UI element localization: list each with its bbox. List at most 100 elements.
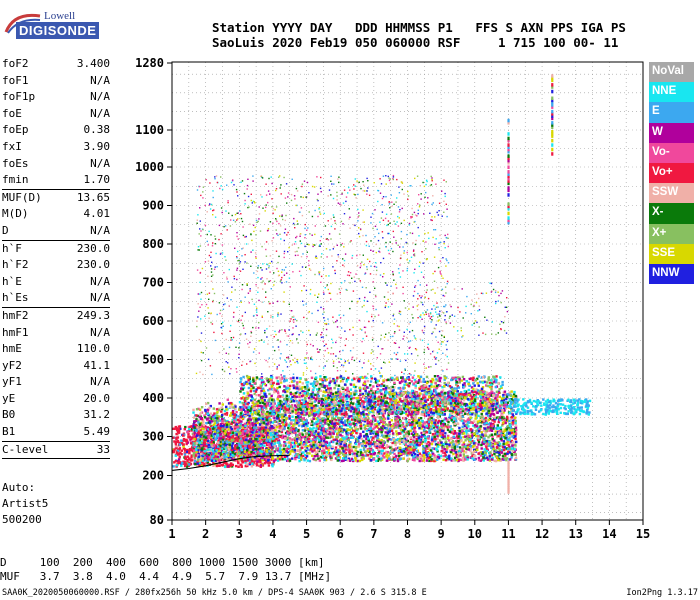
- echo-point: [320, 428, 323, 431]
- echo-point: [264, 418, 267, 421]
- echo-point: [224, 425, 227, 428]
- echo-point: [499, 444, 502, 448]
- echo-point: [443, 413, 446, 416]
- echo-point: [469, 449, 472, 453]
- echo-point: [185, 465, 189, 468]
- echo-point: [324, 432, 328, 436]
- echo-point: [420, 454, 424, 457]
- echo-point: [251, 435, 254, 439]
- echo-point: [258, 430, 262, 434]
- echo-point: [175, 432, 178, 436]
- echo-point: [297, 443, 300, 446]
- echo-point: [367, 424, 370, 427]
- echo-point: [287, 405, 290, 408]
- echo-point: [394, 423, 397, 426]
- echo-point: [219, 455, 222, 458]
- echo-point: [379, 459, 382, 462]
- echo-point: [380, 396, 384, 399]
- echo-point: [411, 410, 414, 413]
- echo-point: [340, 440, 344, 443]
- echo-point: [318, 442, 322, 446]
- echo-point: [235, 410, 238, 414]
- echo-point: [499, 428, 503, 431]
- echo-point: [195, 419, 198, 423]
- echo-point: [415, 443, 419, 446]
- echo-point: [430, 442, 434, 446]
- echo-point: [238, 444, 241, 447]
- echo-point: [294, 429, 297, 432]
- echo-point: [196, 462, 199, 465]
- echo-point: [182, 443, 185, 446]
- echo-point: [259, 444, 263, 448]
- echo-point: [256, 460, 259, 463]
- echo-point: [423, 428, 426, 432]
- echo-point: [372, 404, 376, 407]
- echo-point: [254, 447, 257, 451]
- echo-point: [331, 422, 335, 425]
- echo-point: [365, 439, 368, 443]
- echo-point: [208, 440, 211, 443]
- echo-point: [466, 433, 470, 436]
- echo-point: [301, 417, 305, 420]
- echo-point: [500, 448, 504, 452]
- echo-point: [306, 421, 310, 425]
- echo-point: [345, 430, 348, 433]
- echo-point: [279, 406, 283, 409]
- echo-point: [457, 405, 461, 408]
- echo-point: [344, 448, 347, 451]
- echo-point: [362, 435, 366, 438]
- echo-point: [491, 438, 494, 441]
- echo-point: [380, 426, 383, 429]
- echo-point: [220, 410, 223, 413]
- echo-point: [307, 432, 311, 435]
- echo-point: [358, 436, 361, 440]
- echo-point: [427, 435, 430, 438]
- echo-point: [344, 443, 347, 446]
- echo-point: [278, 427, 281, 430]
- echo-point: [505, 458, 508, 462]
- echo-point: [234, 438, 237, 441]
- echo-point: [387, 413, 390, 417]
- echo-point: [289, 443, 293, 446]
- echo-point: [422, 449, 425, 452]
- echo-point: [422, 412, 426, 415]
- echo-point: [217, 415, 221, 418]
- echo-point: [331, 454, 334, 457]
- echo-point: [425, 447, 428, 450]
- echo-point: [484, 416, 488, 420]
- echo-point: [378, 403, 381, 407]
- echo-point: [210, 420, 214, 423]
- echo-point: [461, 443, 464, 447]
- echo-point: [441, 433, 444, 437]
- echo-point: [370, 436, 373, 439]
- echo-point: [248, 463, 251, 466]
- echo-point: [213, 422, 217, 425]
- echo-point: [330, 422, 333, 425]
- echo-point: [225, 434, 228, 438]
- echo-point: [361, 407, 364, 410]
- echo-point: [281, 448, 284, 452]
- echo-point: [222, 443, 225, 446]
- echo-point: [350, 446, 353, 450]
- echo-point: [361, 405, 364, 408]
- echo-point: [488, 459, 492, 462]
- echo-point: [472, 440, 476, 443]
- echo-point: [175, 427, 178, 430]
- echo-point: [294, 457, 297, 461]
- echo-point: [473, 458, 476, 461]
- echo-point: [205, 448, 209, 452]
- echo-point: [222, 419, 225, 422]
- echo-point: [176, 436, 180, 439]
- echo-point: [239, 450, 242, 453]
- echo-point: [316, 436, 319, 440]
- echo-point: [178, 461, 181, 465]
- echo-point: [349, 442, 352, 445]
- echo-point: [201, 457, 205, 460]
- echo-point: [416, 441, 419, 444]
- echo-point: [310, 418, 313, 421]
- echo-point: [217, 419, 220, 422]
- echo-point: [256, 413, 259, 416]
- echo-point: [434, 419, 437, 422]
- echo-point: [497, 416, 500, 419]
- echo-point: [369, 452, 372, 456]
